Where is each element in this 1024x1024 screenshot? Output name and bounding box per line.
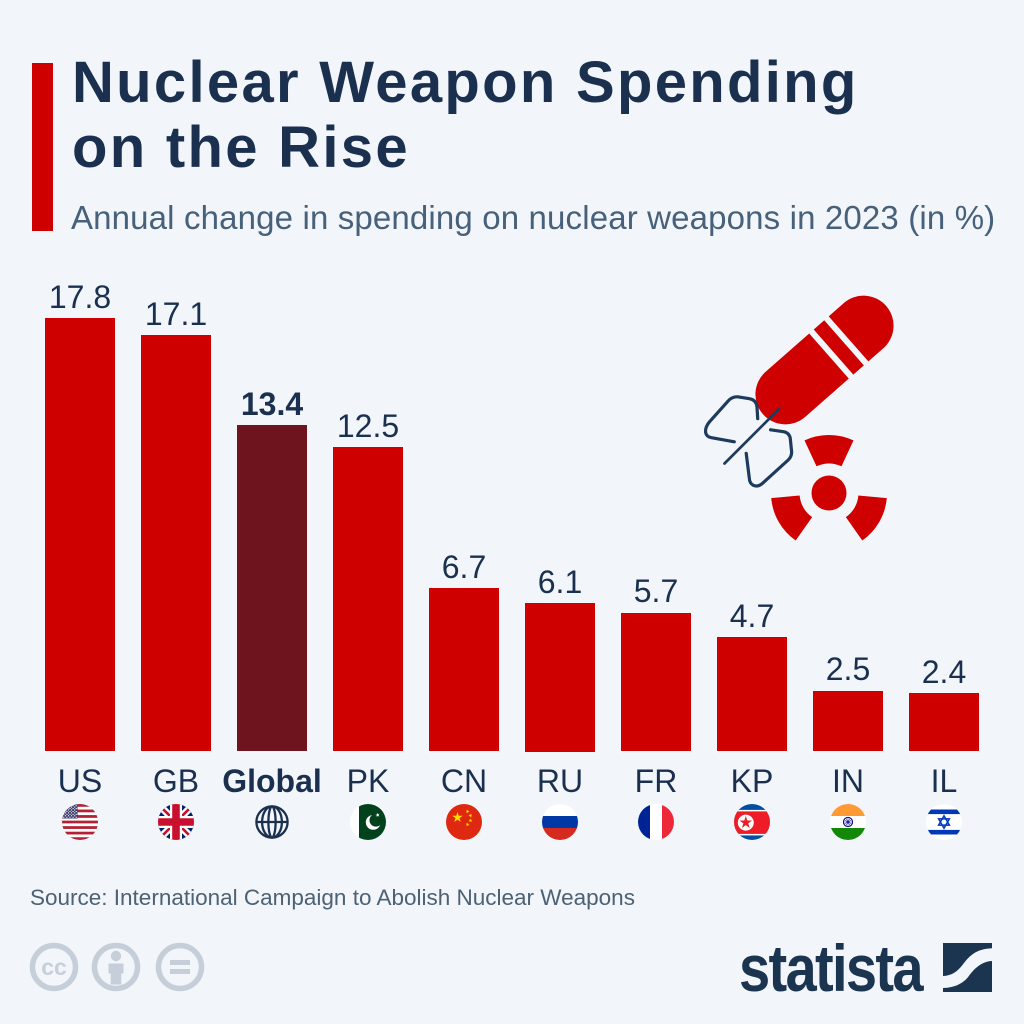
svg-text:statista: statista: [739, 932, 924, 1000]
svg-text:cc: cc: [41, 954, 67, 980]
